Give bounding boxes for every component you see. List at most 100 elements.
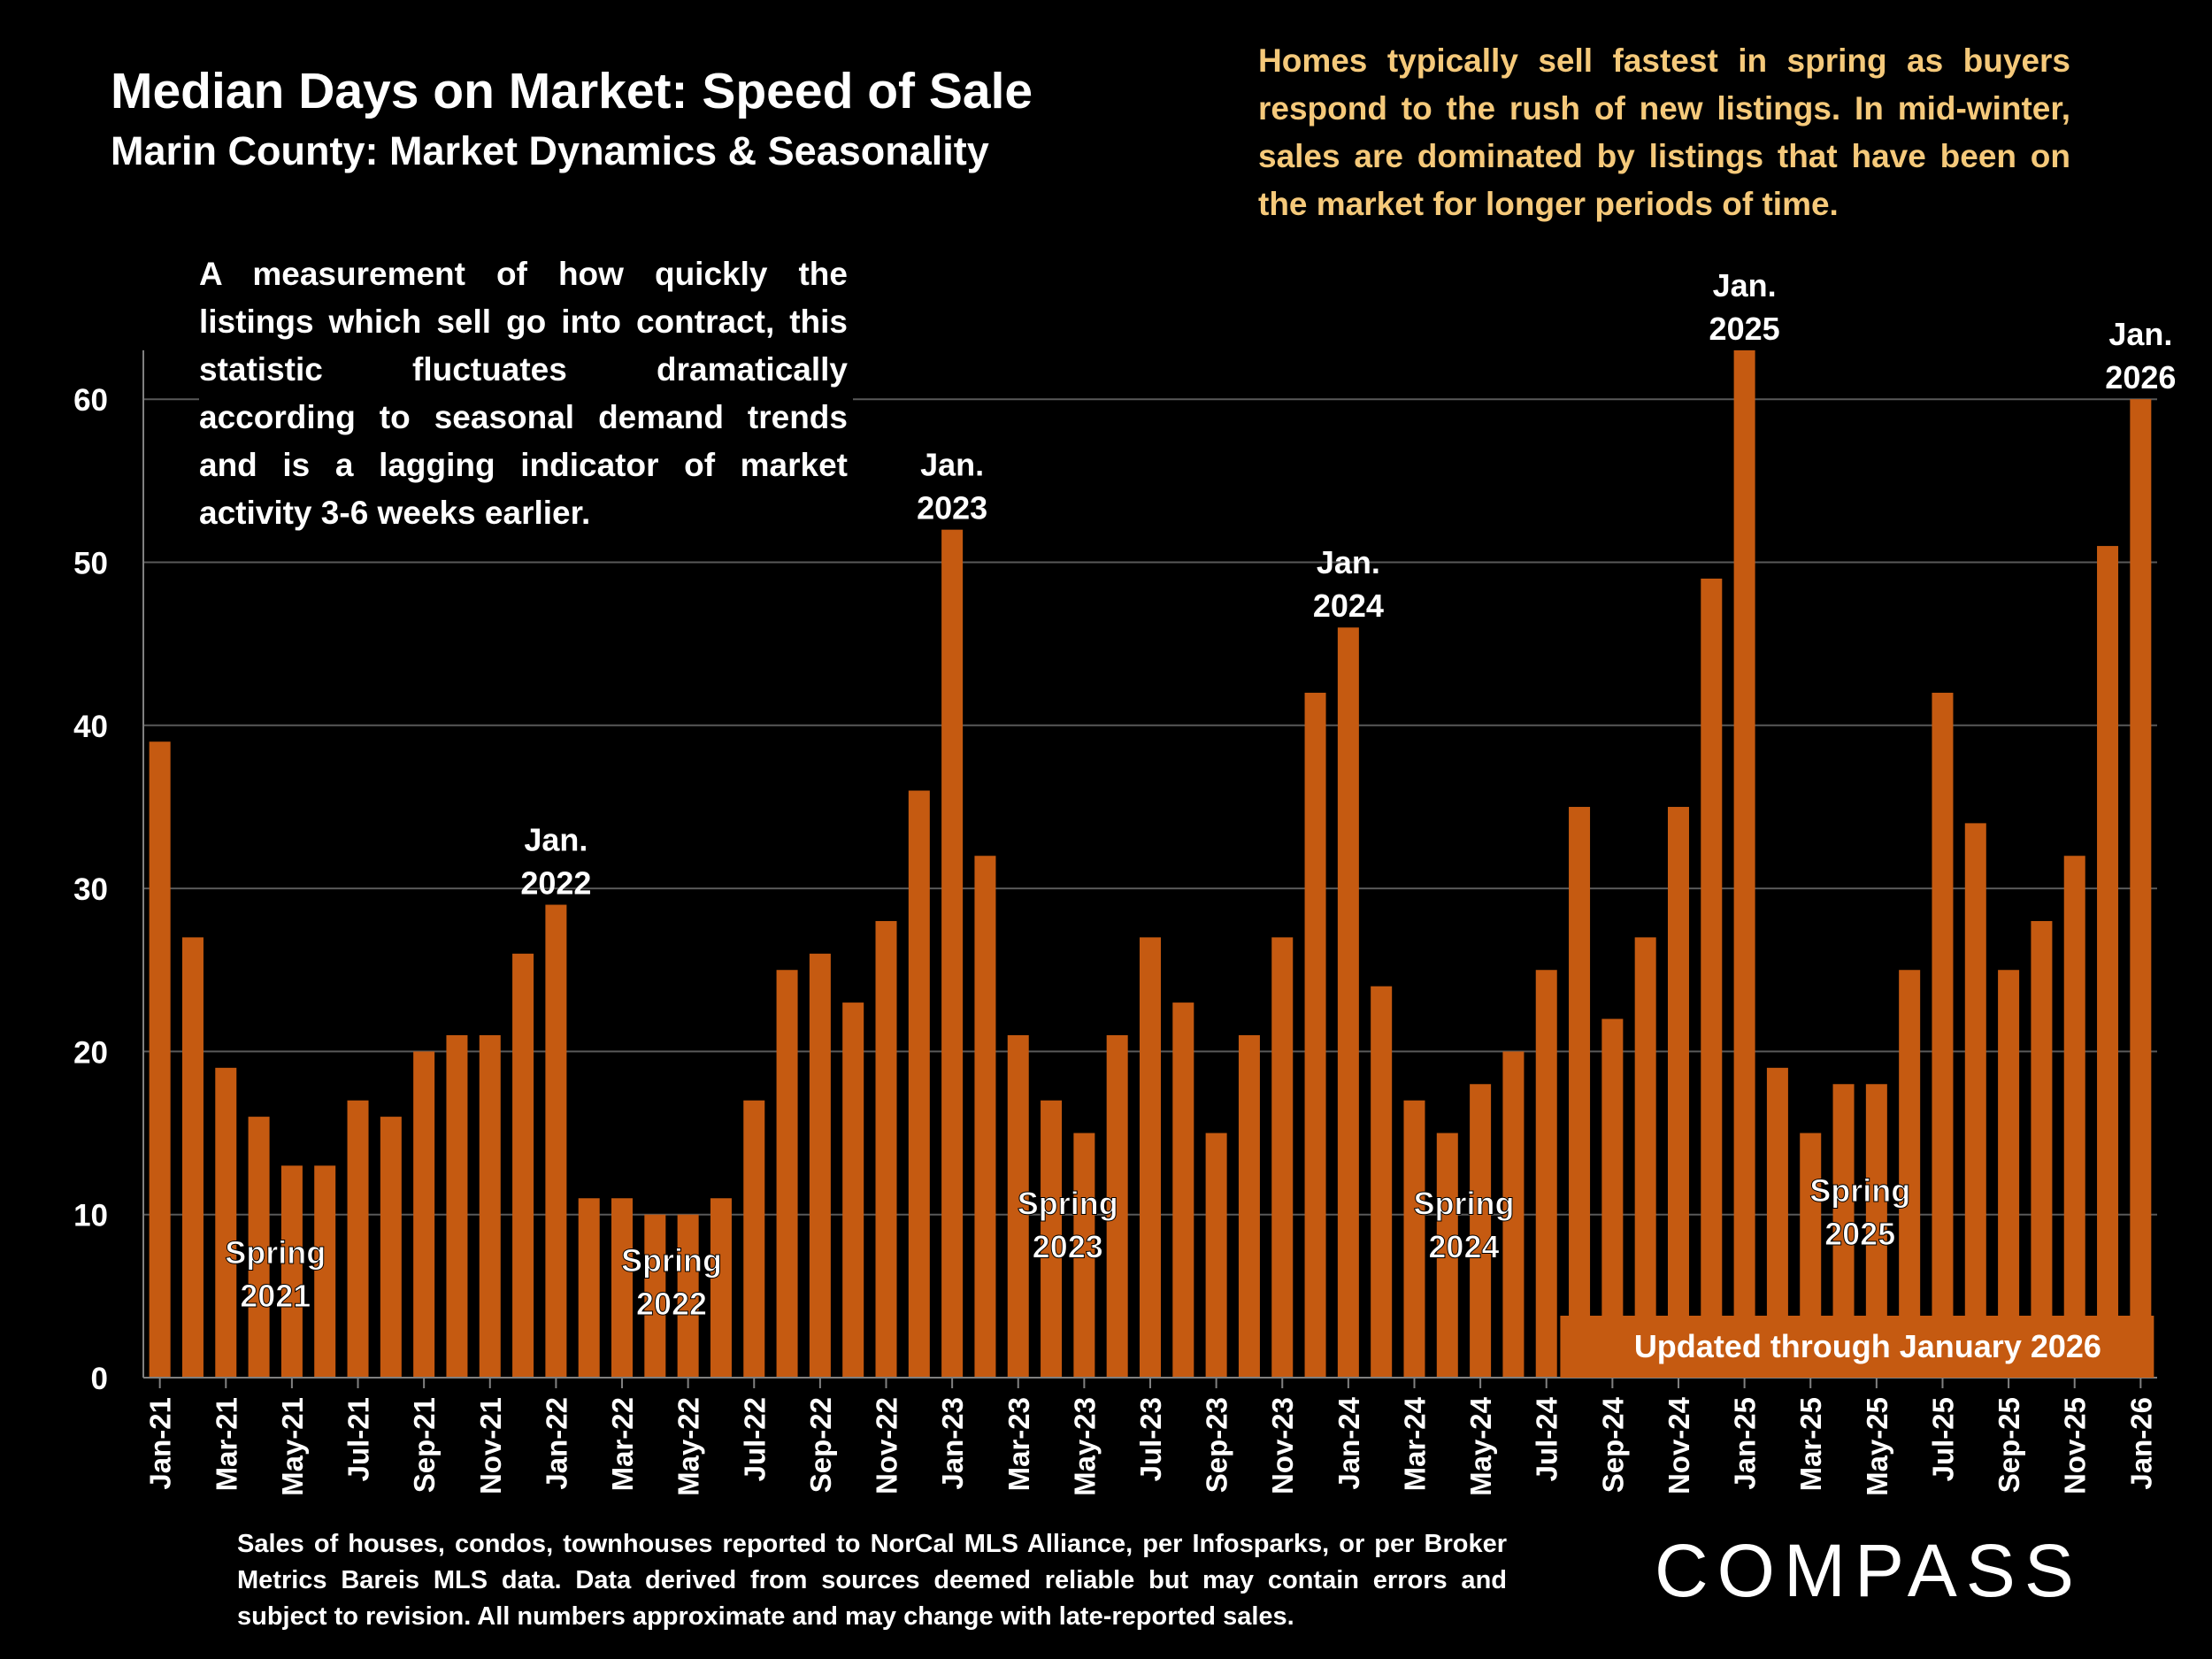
bar-jan-23 xyxy=(941,529,964,1378)
bars xyxy=(149,349,2152,1379)
bar-jan-22 xyxy=(545,904,567,1378)
source-footnote: Sales of houses, condos, townhouses repo… xyxy=(237,1530,1507,1631)
bar-aug-21 xyxy=(380,1117,402,1378)
x-tick-label: Sep-22 xyxy=(804,1397,837,1493)
bar-dec-25 xyxy=(2097,546,2119,1378)
bar-jan-24 xyxy=(1337,627,1359,1378)
x-tick-label: May-23 xyxy=(1068,1397,1101,1496)
updated-banner-text: Updated through January 2026 xyxy=(1634,1328,2101,1364)
x-tick-label: Nov-25 xyxy=(2059,1397,2092,1494)
x-tick-label: May-21 xyxy=(276,1397,309,1496)
x-tick-label: Jan-23 xyxy=(936,1397,969,1490)
bar-may-22 xyxy=(677,1214,699,1378)
bar-apr-24 xyxy=(1436,1133,1458,1378)
spring-label: 2022 xyxy=(636,1286,707,1322)
jan-label: 2022 xyxy=(520,865,591,902)
x-tick-label: Mar-22 xyxy=(606,1397,639,1491)
bar-feb-23 xyxy=(974,856,996,1378)
bar-feb-22 xyxy=(578,1198,600,1378)
spring-label: Spring xyxy=(1413,1186,1514,1222)
bar-oct-22 xyxy=(842,1002,864,1378)
bar-jul-24 xyxy=(1535,970,1557,1378)
x-tick-label: Jul-23 xyxy=(1134,1397,1167,1481)
x-tick-label: Nov-24 xyxy=(1663,1396,1695,1494)
spring-label: Spring xyxy=(225,1234,326,1271)
axes: 0 10 20 30 40 50 60 Jan-21 Mar-21 May-21 Jul-21 Sep… xyxy=(73,349,2157,1496)
y-tick-label: 40 xyxy=(73,710,108,744)
bar-mar-23 xyxy=(1007,1034,1029,1378)
bar-dec-24 xyxy=(1701,578,1723,1378)
bar-jan-26 xyxy=(2130,399,2152,1379)
annotations: Updated through January 2026 Jan. 2022 Jan.… xyxy=(225,267,2176,1378)
bar-oct-23 xyxy=(1238,1034,1260,1378)
bar-aug-22 xyxy=(776,970,798,1378)
jan-label: Jan. xyxy=(920,447,984,483)
bar-sep-25 xyxy=(1998,970,2020,1378)
bar-dec-23 xyxy=(1304,692,1326,1378)
chart-subtitle: Marin County: Market Dynamics & Seasonal… xyxy=(111,128,989,173)
y-tick-label: 50 xyxy=(73,547,108,581)
bar-nov-23 xyxy=(1271,937,1294,1378)
bar-jan-21 xyxy=(149,741,171,1378)
jan-label: 2024 xyxy=(1313,588,1384,624)
x-tick-label: Mar-24 xyxy=(1398,1396,1431,1491)
bar-may-23 xyxy=(1073,1133,1095,1378)
bar-jul-23 xyxy=(1140,937,1161,1378)
bar-dec-21 xyxy=(512,953,534,1378)
spring-label: 2021 xyxy=(240,1278,311,1314)
bar-sep-21 xyxy=(413,1051,435,1378)
x-tick-label: Sep-21 xyxy=(408,1397,441,1493)
spring-label: 2024 xyxy=(1428,1229,1499,1265)
x-tick-label: Jul-22 xyxy=(738,1397,771,1481)
x-tick-label: Nov-21 xyxy=(474,1397,507,1494)
bar-jun-24 xyxy=(1502,1051,1525,1378)
bar-aug-25 xyxy=(1964,823,1986,1378)
bar-jun-23 xyxy=(1106,1034,1128,1378)
jan-label: 2025 xyxy=(1709,311,1780,347)
bar-mar-21 xyxy=(215,1067,237,1378)
y-tick-label: 20 xyxy=(73,1035,108,1070)
x-tick-label: Sep-23 xyxy=(1201,1397,1233,1493)
bar-jun-22 xyxy=(710,1198,732,1378)
bar-jul-22 xyxy=(743,1100,765,1378)
bar-dec-22 xyxy=(908,790,930,1378)
bar-mar-24 xyxy=(1403,1100,1425,1378)
y-tick-label: 30 xyxy=(73,872,108,907)
bar-aug-23 xyxy=(1172,1002,1194,1378)
bar-nov-25 xyxy=(2063,856,2085,1378)
spring-label: 2023 xyxy=(1033,1229,1103,1265)
bar-jun-25 xyxy=(1899,970,1921,1378)
bar-mar-22 xyxy=(611,1198,634,1378)
seasonal-note: Homes typically sell fastest in spring a… xyxy=(1258,42,2070,222)
spring-label: Spring xyxy=(1018,1186,1118,1222)
x-tick-label: Jul-21 xyxy=(342,1397,375,1481)
spring-label: Spring xyxy=(621,1242,722,1279)
bar-oct-21 xyxy=(446,1034,468,1378)
bar-apr-23 xyxy=(1041,1100,1063,1378)
y-tick-label: 0 xyxy=(91,1362,108,1396)
bar-jul-25 xyxy=(1932,692,1954,1378)
bar-jul-21 xyxy=(347,1100,369,1378)
spring-label: 2025 xyxy=(1824,1216,1895,1252)
jan-label: Jan. xyxy=(2108,316,2172,352)
x-tick-label: Mar-21 xyxy=(210,1397,242,1491)
y-tick-label: 60 xyxy=(73,383,108,418)
x-tick-label: Sep-25 xyxy=(1993,1397,2025,1493)
x-tick-label: Sep-24 xyxy=(1596,1396,1629,1493)
x-tick-label: May-24 xyxy=(1464,1396,1497,1496)
bar-aug-24 xyxy=(1569,806,1591,1378)
x-tick-label: Nov-22 xyxy=(871,1397,903,1494)
jan-label: 2023 xyxy=(917,490,987,526)
x-tick-label: Mar-25 xyxy=(1794,1397,1827,1491)
bar-feb-24 xyxy=(1371,986,1393,1378)
updated-banner xyxy=(1560,1316,2154,1378)
bar-oct-24 xyxy=(1634,937,1656,1378)
x-tick-label: Nov-23 xyxy=(1266,1397,1299,1494)
bar-apr-21 xyxy=(248,1117,270,1378)
y-tick-label: 10 xyxy=(73,1199,108,1233)
bar-jan-25 xyxy=(1733,349,1755,1378)
bar-may-21 xyxy=(280,1165,303,1378)
bar-may-24 xyxy=(1470,1084,1492,1378)
x-tick-label: Mar-23 xyxy=(1002,1397,1035,1491)
